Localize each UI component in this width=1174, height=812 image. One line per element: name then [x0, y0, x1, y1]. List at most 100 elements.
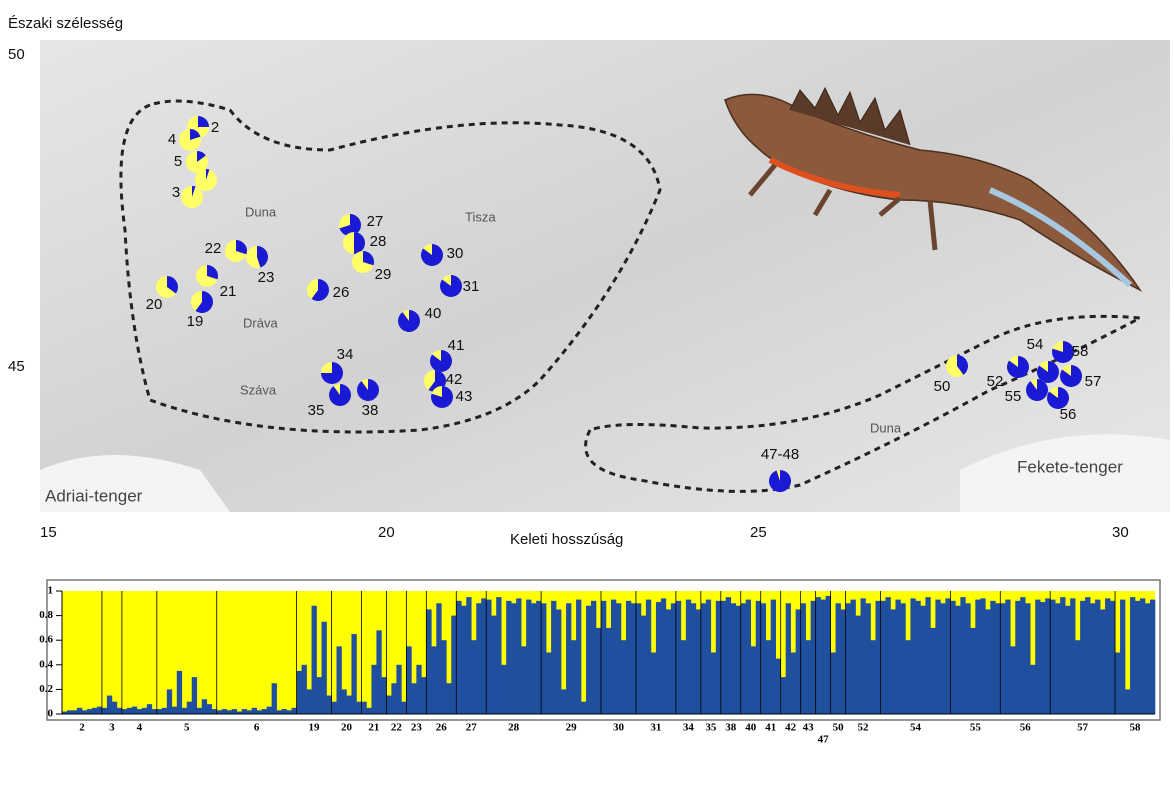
pie [181, 186, 203, 208]
pie-label: 42 [446, 371, 463, 388]
bar [826, 596, 831, 714]
group-label: 40 [745, 722, 757, 734]
y-tick-label: 0.4 [39, 658, 53, 670]
group-label: 29 [566, 722, 578, 734]
bar [197, 708, 202, 714]
group-label: 20 [341, 722, 353, 734]
bar [391, 683, 396, 714]
bar [706, 600, 711, 714]
bar [456, 601, 461, 714]
bar [676, 601, 681, 714]
bar [861, 598, 866, 714]
group-label: 4 [137, 722, 143, 734]
bar [846, 603, 851, 714]
bar [386, 696, 391, 714]
bar [656, 602, 661, 714]
bar [481, 598, 486, 714]
bar [1030, 665, 1035, 714]
group-label: 42 [785, 722, 797, 734]
bar [1065, 606, 1070, 714]
bar [1015, 601, 1020, 714]
bar [601, 601, 606, 714]
pie-label: 43 [456, 388, 473, 405]
pie-label: 22 [205, 240, 222, 257]
bar [686, 600, 691, 714]
bar [107, 696, 112, 714]
bar [1060, 597, 1065, 714]
bar [147, 704, 152, 714]
bar [102, 708, 107, 714]
bar [796, 609, 801, 714]
pie [156, 276, 178, 298]
bar [332, 702, 337, 714]
bar [207, 704, 212, 714]
bar [866, 603, 871, 714]
bar [441, 640, 446, 714]
bar [277, 710, 282, 714]
bar [312, 606, 317, 714]
pie-label: 2 [211, 119, 219, 136]
bar [431, 646, 436, 714]
bar [915, 601, 920, 714]
group-label: 56 [1020, 722, 1032, 734]
pie [225, 240, 247, 262]
bar [641, 616, 646, 714]
bar [327, 696, 332, 714]
bar [691, 603, 696, 714]
pie [431, 386, 453, 408]
pie-label: 38 [362, 402, 379, 419]
bar [1110, 601, 1115, 714]
bar [811, 601, 816, 714]
bar [232, 709, 237, 714]
lat-tick-label: 45 [8, 358, 25, 375]
bar [247, 710, 252, 714]
bar [666, 609, 671, 714]
bar [1105, 598, 1110, 714]
bar [990, 601, 995, 714]
pie [1060, 365, 1082, 387]
bar [1090, 603, 1095, 714]
bar [476, 603, 481, 714]
bar [596, 628, 601, 714]
y-tick-label: 0.2 [39, 683, 53, 695]
pie-label: 30 [447, 245, 464, 262]
pie [307, 279, 329, 301]
lat-title: Északi szélesség [8, 15, 123, 32]
bar [67, 710, 72, 714]
bar [1080, 601, 1085, 714]
bar [1005, 600, 1010, 714]
group-label: 27 [466, 722, 478, 734]
pie-label: 55 [1005, 388, 1022, 405]
pie [398, 310, 420, 332]
bar [1130, 597, 1135, 714]
bar [890, 609, 895, 714]
bar [1075, 640, 1080, 714]
bar [317, 677, 322, 714]
group-label: 34 [683, 722, 695, 734]
pie [440, 275, 462, 297]
bar [486, 600, 491, 714]
group-label: 30 [613, 722, 625, 734]
bar [701, 603, 706, 714]
group-label: 21 [368, 722, 379, 734]
pie-label: 4 [168, 131, 176, 148]
bar [82, 710, 87, 714]
bar [272, 683, 277, 714]
pie-label: 34 [337, 346, 354, 363]
bar [172, 707, 177, 714]
pie-label: 27 [367, 213, 384, 230]
pie-label: 3 [172, 184, 180, 201]
bar [576, 600, 581, 714]
bar [341, 689, 346, 714]
bar [546, 653, 551, 715]
bar [1025, 603, 1030, 714]
bar [1035, 600, 1040, 714]
pie-slice [1026, 379, 1048, 401]
bar [925, 597, 930, 714]
group-label: 41 [765, 722, 776, 734]
pie [179, 129, 201, 151]
bar [297, 671, 302, 714]
bar [646, 600, 651, 714]
y-tick-label: 0.6 [39, 634, 53, 646]
bar [1140, 598, 1145, 714]
